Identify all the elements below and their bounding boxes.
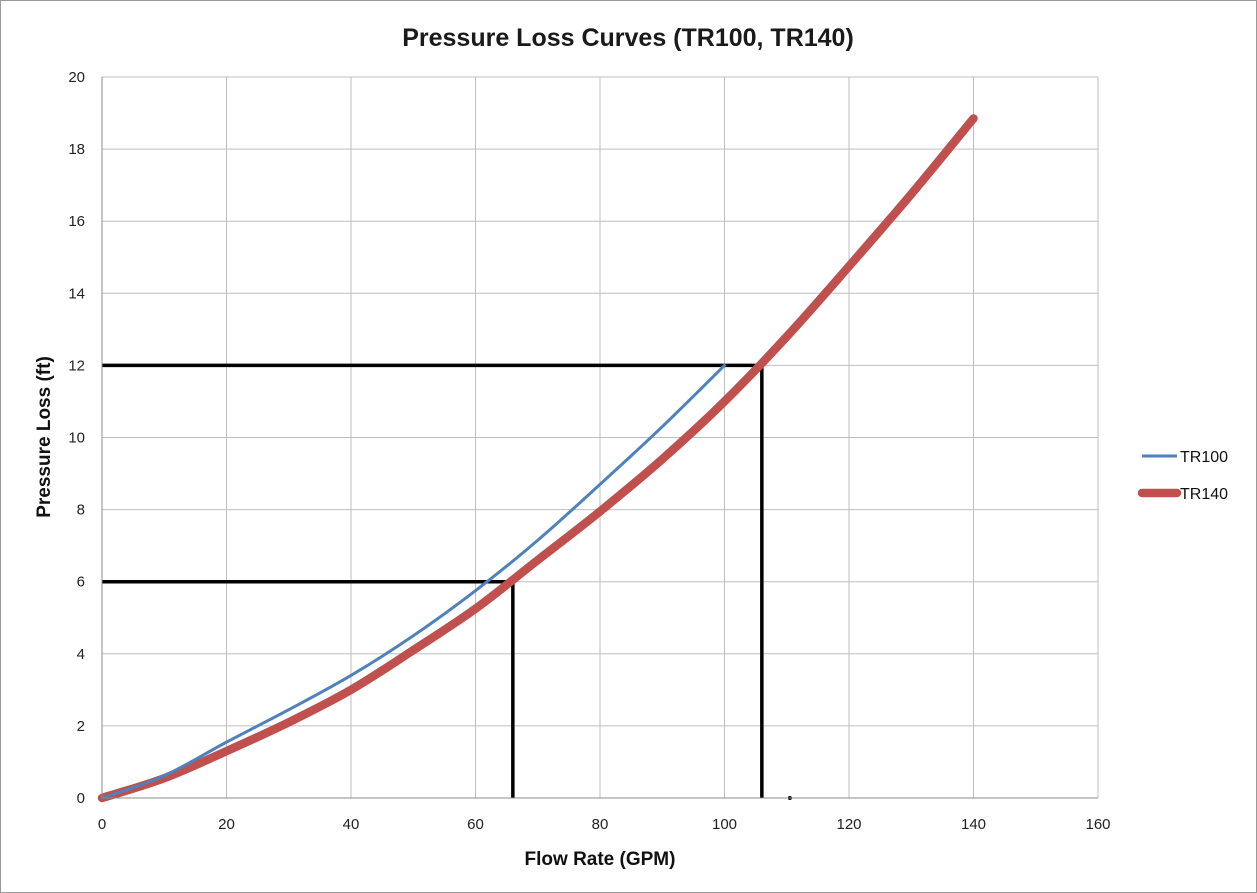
gridlines xyxy=(102,76,1099,798)
y-tick-label: 14 xyxy=(68,285,85,302)
axes xyxy=(101,77,1098,799)
tick-labels: 0 20 40 60 80 100 120 140 160 0 2 4 6 8 10 12 14 16 18 20 xyxy=(68,69,1110,833)
y-tick-label: 12 xyxy=(68,357,85,374)
legend-label: TR100 xyxy=(1180,449,1228,466)
chart-title: Pressure Loss Curves (TR100, TR140) xyxy=(402,24,854,52)
reference-line xyxy=(102,579,515,798)
y-tick-label: 6 xyxy=(77,574,85,591)
y-tick-label: 16 xyxy=(68,213,85,230)
x-tick-label: 160 xyxy=(1085,816,1110,833)
y-tick-label: 20 xyxy=(68,69,85,86)
x-tick-label: 20 xyxy=(218,816,235,833)
legend: TR100 TR140 xyxy=(1137,449,1228,503)
x-tick-label: 100 xyxy=(712,816,737,833)
series-lines xyxy=(97,114,978,803)
x-tick-label: 60 xyxy=(467,816,484,833)
y-tick-label: 4 xyxy=(77,646,85,663)
x-axis-label: Flow Rate (GPM) xyxy=(525,849,676,870)
x-tick-label: 40 xyxy=(343,816,360,833)
series-line-tr140 xyxy=(97,114,978,803)
x-tick-label: 120 xyxy=(836,816,861,833)
x-tick-label: 0 xyxy=(98,816,106,833)
y-tick-label: 10 xyxy=(68,430,85,447)
y-tick-label: 2 xyxy=(77,718,85,735)
y-tick-label: 8 xyxy=(77,502,85,519)
x-tick-label: 80 xyxy=(592,816,609,833)
y-tick-label: 0 xyxy=(77,790,85,807)
legend-label: TR140 xyxy=(1180,486,1228,503)
y-tick-label: 18 xyxy=(68,141,85,158)
y-axis-label: Pressure Loss (ft) xyxy=(34,356,55,518)
series-line-tr100 xyxy=(100,363,726,800)
x-tick-label: 140 xyxy=(961,816,986,833)
